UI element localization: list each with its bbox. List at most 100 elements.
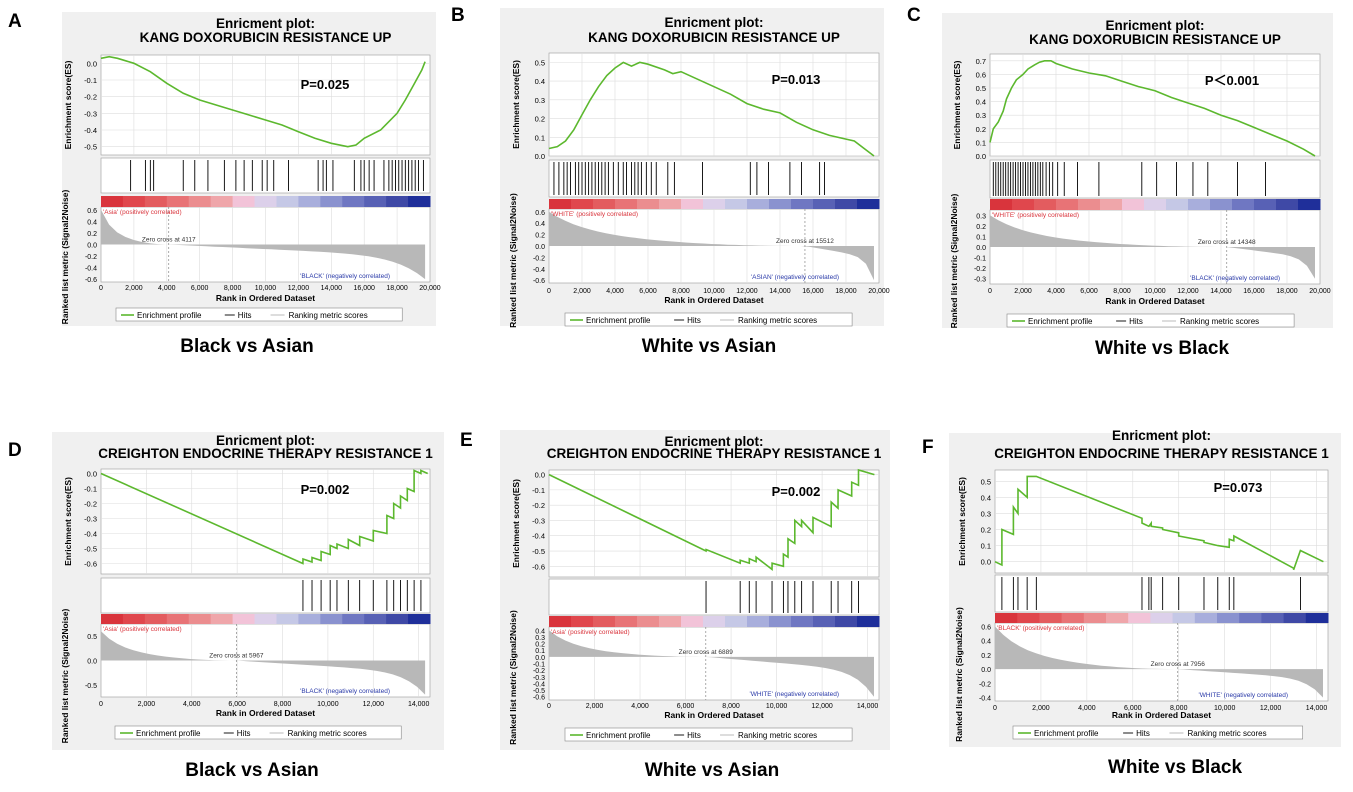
chart-subtitle: CREIGHTON ENDOCRINE THERAPY RESISTANCE 1 bbox=[98, 446, 433, 461]
correlation-band-segment bbox=[791, 199, 814, 209]
legend-profile-label: Enrichment profile bbox=[586, 731, 651, 740]
hits-plot-area bbox=[100, 577, 431, 614]
panel-b: B Enricment plot:KANG DOXORUBICIN RESISTA… bbox=[451, 5, 890, 357]
correlation-band-segment bbox=[681, 199, 704, 209]
correlation-band-segment bbox=[232, 614, 256, 624]
legend-ranking-label: Ranking metric scores bbox=[738, 316, 817, 325]
metric-tick-label: 0.2 bbox=[981, 653, 991, 660]
correlation-band-segment bbox=[725, 616, 748, 627]
x-tick-label: 20,000 bbox=[419, 285, 441, 292]
metric-tick-label: 0.1 bbox=[535, 648, 545, 655]
metric-tick-label: -0.3 bbox=[533, 675, 545, 682]
es-tick-label: 0.0 bbox=[87, 470, 97, 479]
es-tick-label: 0.0 bbox=[981, 558, 991, 567]
positive-correlation-label: 'Asia' (positively correlated) bbox=[551, 629, 630, 636]
correlation-band-segment bbox=[408, 196, 431, 207]
chart-subtitle: KANG DOXORUBICIN RESISTANCE UP bbox=[1029, 32, 1281, 47]
correlation-band-segment bbox=[298, 196, 321, 207]
x-tick-label: 6,000 bbox=[191, 285, 209, 292]
correlation-band-segment bbox=[1061, 613, 1085, 623]
panel-caption: White vs Black bbox=[1095, 338, 1230, 359]
metric-tick-label: -0.6 bbox=[85, 277, 97, 284]
enrichment-profile-line bbox=[100, 469, 429, 565]
es-tick-label: 0.0 bbox=[87, 59, 97, 68]
x-tick-label: 4,000 bbox=[606, 288, 624, 295]
x-tick-label: 18,000 bbox=[1276, 288, 1298, 295]
correlation-band-segment bbox=[593, 616, 616, 627]
zero-cross-label: Zero cross at 14348 bbox=[1198, 239, 1256, 246]
enrichment-profile-line bbox=[100, 55, 426, 148]
correlation-band-segment bbox=[166, 614, 190, 624]
x-tick-label: 16,000 bbox=[802, 288, 824, 295]
es-tick-label: -0.4 bbox=[84, 126, 97, 135]
enrichment-profile-line bbox=[989, 59, 1316, 157]
correlation-band-segment bbox=[1261, 613, 1285, 623]
metric-tick-label: -0.4 bbox=[533, 267, 545, 274]
x-tick-label: 0 bbox=[547, 288, 551, 295]
correlation-band-segment bbox=[254, 196, 277, 207]
x-tick-label: 12,000 bbox=[811, 703, 833, 710]
x-axis-label: Rank in Ordered Dataset bbox=[664, 710, 763, 720]
x-tick-label: 10,000 bbox=[1144, 288, 1166, 295]
es-tick-label: -0.5 bbox=[84, 143, 97, 152]
legend: Enrichment profile Hits Ranking metric sco… bbox=[114, 725, 402, 740]
es-y-axis-label: Enrichment score(ES) bbox=[63, 60, 73, 149]
chart-subtitle: KANG DOXORUBICIN RESISTANCE UP bbox=[588, 30, 840, 45]
correlation-band-segment bbox=[1150, 613, 1174, 623]
p-value: P＜0.001 bbox=[1205, 73, 1259, 88]
chart-title: Enricment plot: bbox=[216, 16, 315, 31]
es-tick-label: -0.1 bbox=[532, 486, 545, 495]
positive-correlation-label: 'WHITE' (positively correlated) bbox=[551, 211, 638, 218]
chart-title: Enricment plot: bbox=[1105, 18, 1204, 33]
correlation-band-segment bbox=[1128, 613, 1151, 623]
es-tick-label: 0.1 bbox=[981, 542, 991, 551]
positive-correlation-label: 'BLACK' (positively correlated) bbox=[997, 625, 1084, 632]
legend: Enrichment profile Hits Ranking metric sco… bbox=[564, 727, 853, 742]
metric-tick-label: 0.6 bbox=[87, 208, 97, 215]
legend-hits-label: Hits bbox=[687, 316, 701, 325]
metric-tick-label: 0.4 bbox=[535, 221, 545, 228]
panel-f: F Enricment plot: CREIGHTON ENDOCRINE THER… bbox=[922, 428, 1341, 778]
x-tick-label: 2,000 bbox=[125, 285, 143, 292]
correlation-band-segment bbox=[210, 614, 234, 624]
correlation-band-segment bbox=[769, 616, 792, 627]
es-tick-label: 0.4 bbox=[981, 493, 991, 502]
legend-hits-label: Hits bbox=[1129, 317, 1143, 326]
x-tick-label: 14,000 bbox=[769, 288, 791, 295]
correlation-band-segment bbox=[101, 614, 124, 624]
x-tick-label: 8,000 bbox=[274, 701, 292, 708]
x-tick-label: 20,000 bbox=[1309, 288, 1331, 295]
correlation-band-segment bbox=[857, 616, 880, 627]
correlation-band-segment bbox=[254, 614, 277, 624]
metric-tick-label: 0.0 bbox=[976, 245, 986, 252]
correlation-band-segment bbox=[320, 614, 343, 624]
correlation-band-segment bbox=[681, 616, 704, 627]
x-tick-label: 4,000 bbox=[631, 703, 649, 710]
correlation-band-segment bbox=[769, 199, 792, 209]
metric-y-axis-label: Ranked list metric (Signal2Noise) bbox=[949, 194, 959, 329]
metric-tick-label: -0.1 bbox=[974, 256, 986, 263]
correlation-band-segment bbox=[144, 196, 168, 207]
x-axis-label: Rank in Ordered Dataset bbox=[664, 295, 763, 305]
zero-cross-label: Zero cross at 4117 bbox=[142, 237, 196, 244]
positive-correlation-label: 'WHITE' (positively correlated) bbox=[992, 212, 1079, 219]
correlation-band-segment bbox=[276, 196, 299, 207]
correlation-band-segment bbox=[593, 199, 616, 209]
es-y-axis-label: Enrichment score(ES) bbox=[957, 477, 967, 566]
metric-tick-label: -0.5 bbox=[85, 683, 97, 690]
es-tick-label: 0.0 bbox=[976, 152, 986, 161]
legend-box bbox=[564, 312, 853, 327]
es-tick-label: 0.5 bbox=[976, 84, 986, 93]
x-tick-label: 12,000 bbox=[1177, 288, 1199, 295]
x-tick-label: 6,000 bbox=[677, 703, 695, 710]
x-tick-label: 2,000 bbox=[1032, 705, 1050, 712]
chart-subtitle: KANG DOXORUBICIN RESISTANCE UP bbox=[140, 30, 392, 45]
es-tick-label: -0.5 bbox=[84, 545, 97, 554]
correlation-band-segment bbox=[364, 614, 387, 624]
x-tick-label: 14,000 bbox=[857, 703, 879, 710]
ranking-metric-area bbox=[549, 630, 874, 697]
metric-tick-label: 0.4 bbox=[87, 219, 97, 226]
legend-box bbox=[115, 307, 403, 322]
legend-box bbox=[114, 725, 402, 740]
correlation-band-segment bbox=[1012, 199, 1035, 210]
